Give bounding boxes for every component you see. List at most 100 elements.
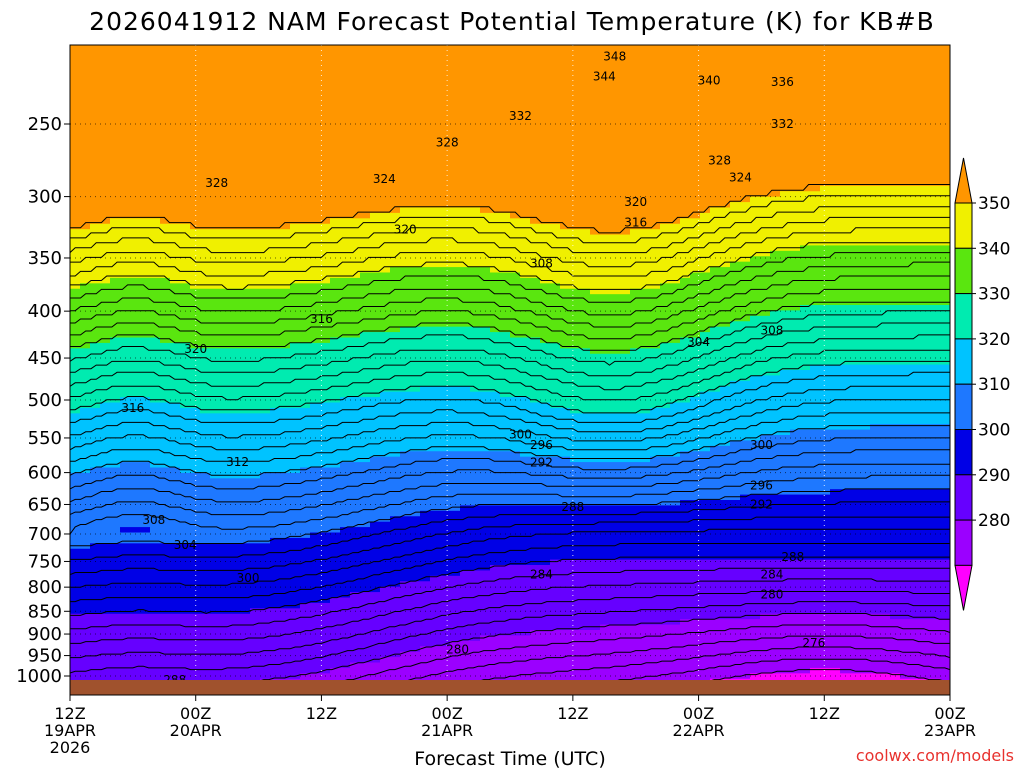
- theta-fill-cell: [470, 505, 481, 572]
- theta-fill-cell: [640, 229, 651, 290]
- theta-fill-cell: [770, 494, 781, 561]
- contour-line-352: [70, 227, 950, 277]
- theta-fill-cell: [300, 45, 311, 225]
- theta-fill-cell: [730, 380, 741, 442]
- theta-fill-cell: [460, 505, 471, 572]
- theta-fill-cell: [520, 45, 531, 219]
- y-tick-label: 1000: [16, 666, 62, 687]
- theta-fill-cell: [410, 451, 421, 517]
- theta-fill-cell: [820, 494, 831, 561]
- theta-fill-cell: [570, 630, 581, 695]
- theta-fill-cell: [700, 500, 711, 561]
- theta-fill-cell: [820, 429, 831, 496]
- theta-fill-cell: [630, 559, 641, 626]
- theta-fill-cell: [930, 424, 941, 490]
- theta-fill-cell: [80, 348, 91, 409]
- theta-fill-cell: [870, 489, 881, 561]
- theta-fill-cell: [880, 305, 891, 366]
- theta-fill-cell: [600, 624, 611, 695]
- theta-fill-cell: [720, 619, 731, 680]
- theta-fill-cell: [570, 288, 581, 349]
- theta-fill-cell: [450, 575, 461, 642]
- theta-fill-cell: [920, 559, 931, 620]
- theta-fill-cell: [760, 613, 771, 674]
- theta-fill-cell: [590, 505, 601, 561]
- theta-fill-cell: [640, 624, 651, 691]
- theta-fill-cell: [280, 407, 291, 474]
- theta-fill-cell: [710, 267, 721, 328]
- theta-fill-cell: [450, 451, 461, 512]
- theta-fill-cell: [680, 619, 691, 685]
- theta-fill-cell: [70, 229, 81, 290]
- theta-fill-cell: [670, 283, 681, 344]
- theta-fill-cell: [400, 581, 411, 653]
- theta-fill-cell: [940, 424, 950, 490]
- theta-fill-cell: [90, 467, 101, 544]
- theta-fill-cell: [140, 613, 151, 685]
- theta-fill-cell: [120, 337, 131, 398]
- theta-fill-cell: [320, 532, 331, 604]
- theta-fill-cell: [410, 581, 421, 653]
- theta-fill-cell: [250, 288, 261, 349]
- theta-fill-cell: [760, 494, 771, 561]
- theta-fill-cell: [190, 543, 201, 615]
- theta-fill-cell: [840, 489, 851, 561]
- contour-line-324: [70, 399, 950, 451]
- theta-fill-cell: [750, 440, 761, 496]
- theta-fill-cell: [830, 364, 841, 431]
- theta-fill-cell: [580, 229, 591, 290]
- theta-fill-cell: [320, 602, 331, 674]
- theta-fill-cell: [510, 272, 521, 339]
- theta-fill-cell: [100, 283, 111, 344]
- theta-fill-cell: [760, 256, 771, 317]
- theta-fill-cell: [820, 45, 831, 187]
- theta-fill-cell: [540, 505, 551, 566]
- theta-fill-cell: [170, 342, 181, 404]
- theta-fill-cell: [110, 277, 121, 339]
- theta-fill-cell: [230, 478, 241, 544]
- theta-fill-cell: [390, 332, 401, 393]
- theta-fill-cell: [540, 456, 551, 507]
- theta-fill-cell: [550, 283, 561, 344]
- theta-fill-cell: [340, 462, 351, 528]
- theta-fill-cell: [370, 592, 381, 664]
- contour-line-328: [70, 371, 950, 423]
- contour-label: 288: [561, 500, 584, 514]
- theta-fill-cell: [200, 543, 211, 615]
- contour-line-308: [70, 501, 950, 560]
- theta-fill-cell: [830, 245, 841, 306]
- y-tick-label: 900: [28, 624, 62, 645]
- theta-fill-cell: [300, 537, 311, 604]
- theta-fill-cell: [730, 559, 741, 620]
- theta-fill-cell: [390, 391, 401, 458]
- theta-fill-cell: [180, 543, 191, 615]
- contour-label: 296: [750, 479, 773, 493]
- theta-fill-cell: [700, 272, 711, 333]
- theta-fill-cell: [240, 348, 251, 414]
- theta-fill-cell: [670, 559, 681, 626]
- theta-fill-cell: [690, 337, 701, 398]
- theta-fill-cell: [460, 570, 471, 642]
- theta-fill-cell: [380, 45, 391, 214]
- theta-fill-cell: [790, 191, 801, 252]
- theta-fill-cell: [820, 185, 831, 247]
- contour-label: 316: [624, 215, 647, 229]
- y-tick-label: 650: [28, 494, 62, 515]
- theta-fill-cell: [220, 229, 231, 290]
- theta-fill-cell: [430, 451, 441, 512]
- theta-fill-cell: [440, 326, 451, 387]
- theta-fill-cell: [730, 261, 741, 322]
- contour-line-340: [70, 301, 950, 351]
- theta-fill-cell: [560, 559, 571, 631]
- theta-fill-cell: [890, 619, 901, 674]
- theta-fill-cell: [300, 223, 311, 284]
- theta-fill-cell: [350, 218, 361, 279]
- theta-fill-cell: [880, 489, 891, 561]
- theta-fill-cell: [370, 456, 381, 523]
- theta-fill-cell: [410, 267, 421, 328]
- theta-fill-cell: [780, 45, 791, 192]
- contour-line-338: [70, 310, 950, 366]
- theta-fill-cell: [310, 532, 321, 604]
- theta-fill-cell: [630, 462, 641, 507]
- theta-fill-cell: [550, 342, 561, 409]
